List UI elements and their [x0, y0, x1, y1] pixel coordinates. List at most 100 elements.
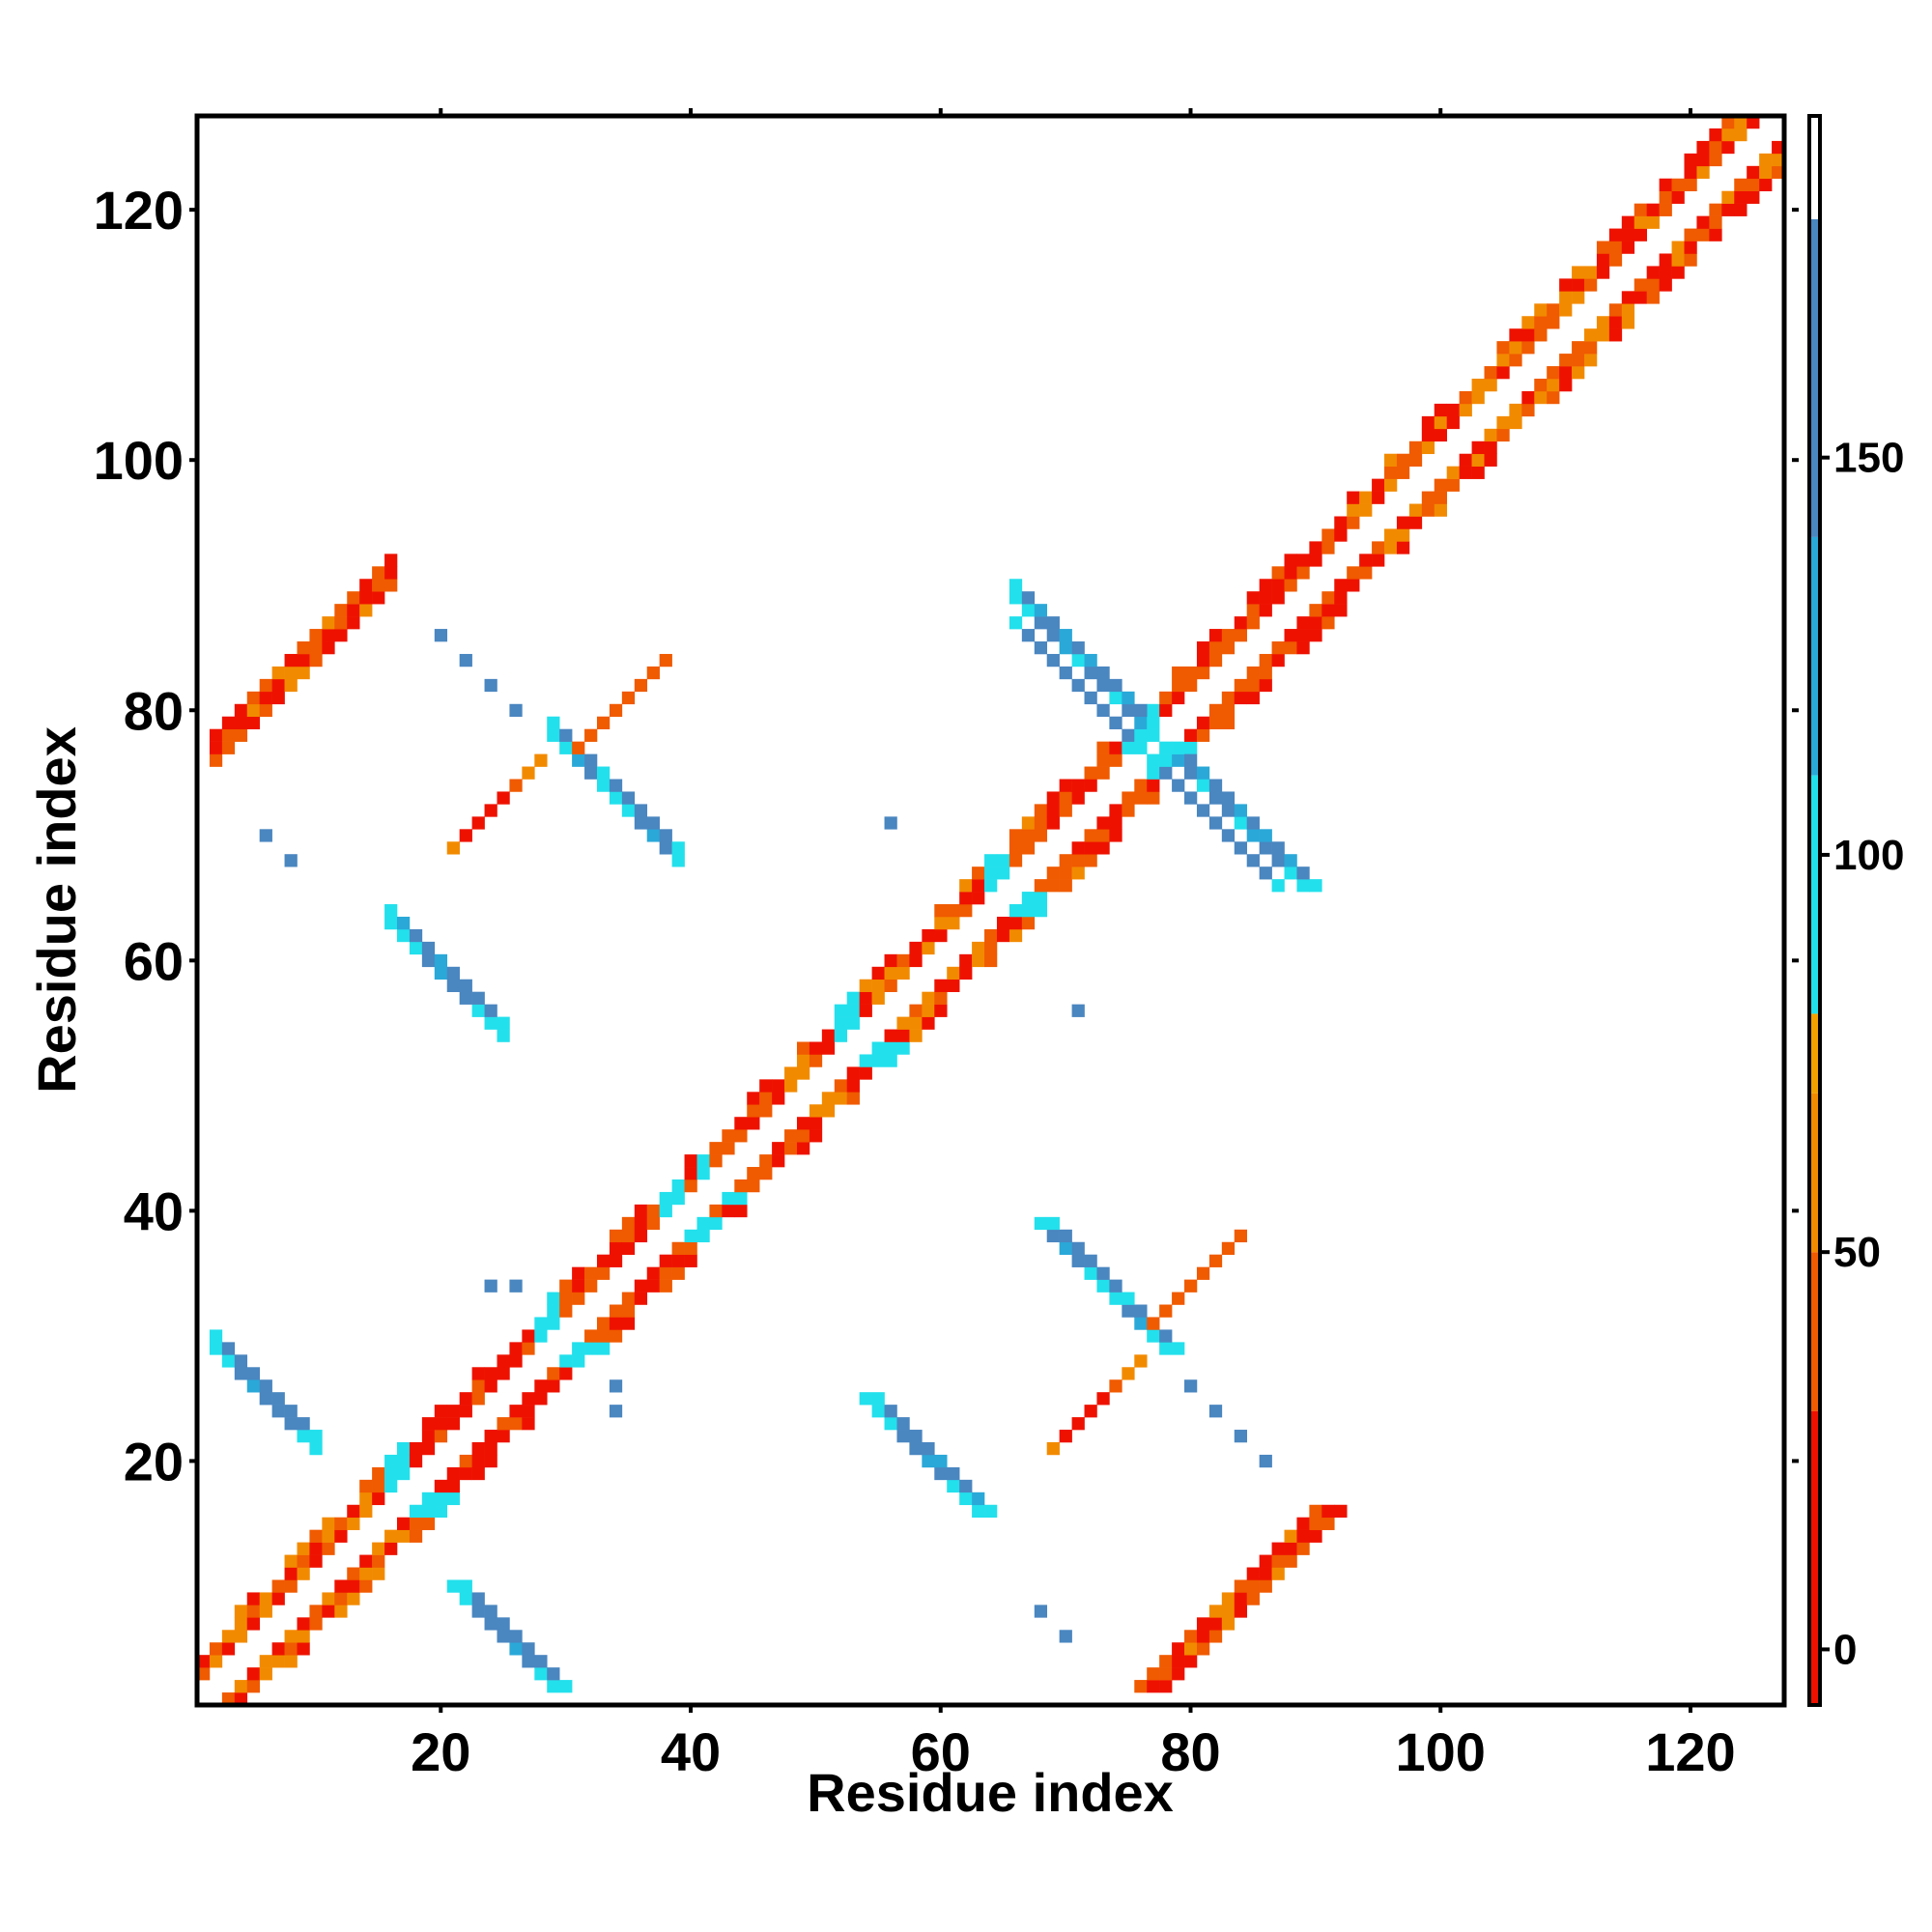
heatmap-cell	[621, 804, 636, 817]
heatmap-cell	[1621, 303, 1635, 317]
heatmap-cell	[609, 1241, 623, 1255]
heatmap-cell	[947, 979, 960, 992]
heatmap-cell	[1421, 415, 1435, 430]
heatmap-cell	[1421, 440, 1435, 455]
heatmap-cell	[1134, 1304, 1148, 1318]
heatmap-cell	[709, 1216, 723, 1231]
heatmap-cell	[322, 641, 335, 655]
heatmap-cell	[1159, 703, 1173, 718]
heatmap-cell	[784, 1129, 798, 1143]
heatmap-cell	[221, 741, 236, 754]
heatmap-cell	[1347, 566, 1360, 580]
heatmap-cell	[484, 1367, 497, 1380]
heatmap-cell	[471, 1441, 485, 1456]
heatmap-cell	[1659, 178, 1672, 192]
heatmap-cell	[621, 1216, 636, 1231]
heatmap-cell	[772, 1154, 785, 1168]
heatmap-cell	[384, 1542, 398, 1555]
heatmap-cell	[484, 1605, 497, 1618]
heatmap-cell	[947, 904, 960, 918]
heatmap-cell	[446, 841, 460, 855]
heatmap-cell	[871, 1392, 885, 1406]
heatmap-cell	[372, 1492, 385, 1506]
heatmap-cell	[221, 716, 236, 729]
heatmap-cell	[947, 1479, 960, 1493]
heatmap-cell	[1559, 354, 1573, 367]
heatmap-cell	[884, 1054, 897, 1067]
heatmap-cell	[284, 1630, 298, 1643]
heatmap-cell	[1747, 190, 1760, 204]
heatmap-cell	[1034, 641, 1048, 655]
heatmap-cell	[684, 1229, 697, 1243]
heatmap-cell	[1172, 666, 1185, 680]
heatmap-cell	[309, 1542, 323, 1555]
heatmap-cell	[1059, 867, 1072, 880]
heatmap-cell	[1096, 816, 1110, 830]
heatmap-cell	[1534, 316, 1548, 329]
heatmap-cell	[1759, 153, 1773, 167]
heatmap-cell	[246, 1592, 260, 1605]
heatmap-cell	[1434, 478, 1447, 492]
heatmap-cell	[1084, 666, 1097, 680]
heatmap-cell	[1309, 1529, 1322, 1543]
heatmap-cell	[434, 953, 448, 968]
heatmap-cell	[522, 1417, 535, 1431]
heatmap-cell	[1434, 491, 1447, 504]
heatmap-cell	[1271, 841, 1285, 855]
heatmap-cell	[934, 1454, 948, 1468]
heatmap-cell	[821, 1104, 836, 1118]
heatmap-cell	[446, 1405, 460, 1418]
heatmap-cell	[1184, 753, 1198, 767]
heatmap-cell	[1384, 541, 1398, 554]
heatmap-cell	[1096, 1392, 1110, 1406]
heatmap-cell	[359, 1554, 373, 1568]
heatmap-cell	[1572, 278, 1585, 292]
heatmap-cell	[421, 1430, 436, 1443]
heatmap-cell	[922, 941, 935, 955]
heatmap-cell	[1572, 366, 1585, 380]
heatmap-cell	[1134, 728, 1148, 742]
heatmap-cell	[347, 604, 360, 617]
heatmap-cell	[1084, 766, 1097, 780]
heatmap-cell	[1196, 666, 1210, 680]
heatmap-cell	[947, 916, 960, 930]
heatmap-cell	[1021, 829, 1036, 842]
heatmap-cell	[1122, 691, 1135, 705]
heatmap-cell	[284, 1405, 298, 1418]
heatmap-cell	[1284, 854, 1297, 867]
heatmap-cell	[221, 1354, 236, 1368]
heatmap-cell	[434, 1430, 448, 1443]
heatmap-cell	[1184, 1379, 1198, 1393]
heatmap-cell	[759, 1079, 773, 1093]
heatmap-cell	[1134, 1680, 1148, 1693]
x-tick-label: 120	[1645, 1721, 1735, 1782]
heatmap-cell	[1671, 253, 1685, 267]
heatmap-cell	[409, 941, 423, 955]
heatmap-cell	[334, 1529, 348, 1543]
heatmap-cell	[409, 1454, 423, 1468]
heatmap-cell	[609, 1229, 623, 1243]
heatmap-cell	[909, 1441, 923, 1456]
heatmap-cell	[772, 1142, 785, 1155]
heatmap-cell	[534, 753, 548, 767]
heatmap-cell	[1584, 328, 1598, 342]
heatmap-cell	[1284, 579, 1297, 592]
heatmap-cell	[1296, 566, 1310, 580]
heatmap-cell	[1109, 678, 1122, 693]
heatmap-cell	[809, 1117, 823, 1130]
heatmap-cell	[759, 1104, 773, 1118]
heatmap-cell	[1284, 629, 1297, 642]
heatmap-cell	[459, 1466, 472, 1481]
heatmap-cell	[1309, 629, 1322, 642]
heatmap-cell	[421, 1417, 436, 1431]
heatmap-cell	[1184, 666, 1198, 680]
heatmap-cell	[1071, 1241, 1085, 1255]
heatmap-cell	[909, 953, 923, 968]
heatmap-cell	[1271, 566, 1285, 580]
heatmap-cell	[922, 1004, 935, 1017]
heatmap-cell	[1134, 1354, 1148, 1368]
heatmap-cell	[1521, 316, 1535, 329]
heatmap-cell	[1509, 354, 1522, 367]
heatmap-cell	[1696, 165, 1710, 180]
heatmap-cell	[434, 1479, 448, 1493]
